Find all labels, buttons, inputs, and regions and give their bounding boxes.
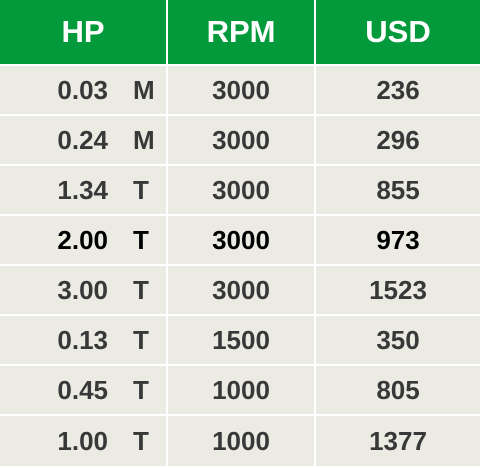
rpm-cell: 1000 bbox=[167, 365, 317, 416]
rpm-cell: 1500 bbox=[167, 315, 317, 366]
table-row: 3.00 T 3000 1523 bbox=[0, 265, 480, 316]
type-cell: T bbox=[122, 265, 169, 316]
hp-cell: 0.03 bbox=[0, 65, 122, 116]
usd-cell: 236 bbox=[315, 65, 480, 116]
hp-cell: 0.24 bbox=[0, 115, 122, 166]
type-cell: T bbox=[122, 365, 169, 416]
rpm-header: RPM bbox=[167, 0, 317, 66]
usd-cell: 805 bbox=[315, 365, 480, 416]
usd-cell: 973 bbox=[315, 215, 480, 266]
table-row: 1.00 T 1000 1377 bbox=[0, 415, 480, 468]
rpm-cell: 3000 bbox=[167, 65, 317, 116]
usd-cell: 1523 bbox=[315, 265, 480, 316]
hp-cell: 1.34 bbox=[0, 165, 122, 216]
rpm-cell: 1000 bbox=[167, 415, 317, 468]
type-cell: M bbox=[122, 65, 169, 116]
hp-header: HP bbox=[0, 0, 169, 66]
usd-cell: 855 bbox=[315, 165, 480, 216]
type-cell: T bbox=[122, 315, 169, 366]
hp-cell: 2.00 bbox=[0, 215, 122, 266]
type-cell: T bbox=[122, 215, 169, 266]
hp-cell: 0.45 bbox=[0, 365, 122, 416]
usd-cell: 350 bbox=[315, 315, 480, 366]
table-row: 0.45 T 1000 805 bbox=[0, 365, 480, 416]
usd-cell: 296 bbox=[315, 115, 480, 166]
header-row: HP RPM USD bbox=[0, 0, 480, 66]
table-row: 1.34 T 3000 855 bbox=[0, 165, 480, 216]
rpm-cell: 3000 bbox=[167, 165, 317, 216]
rpm-cell: 3000 bbox=[167, 265, 317, 316]
type-cell: T bbox=[122, 165, 169, 216]
type-cell: M bbox=[122, 115, 169, 166]
table-row: 0.03 M 3000 236 bbox=[0, 65, 480, 116]
type-cell: T bbox=[122, 415, 169, 468]
rpm-cell: 3000 bbox=[167, 115, 317, 166]
hp-cell: 3.00 bbox=[0, 265, 122, 316]
hp-cell: 1.00 bbox=[0, 415, 122, 468]
table-row: 0.24 M 3000 296 bbox=[0, 115, 480, 166]
hp-cell: 0.13 bbox=[0, 315, 122, 366]
table-row: 2.00 T 3000 973 bbox=[0, 215, 480, 266]
table-row: 0.13 T 1500 350 bbox=[0, 315, 480, 366]
rpm-cell: 3000 bbox=[167, 215, 317, 266]
usd-header: USD bbox=[315, 0, 480, 66]
usd-cell: 1377 bbox=[315, 415, 480, 468]
